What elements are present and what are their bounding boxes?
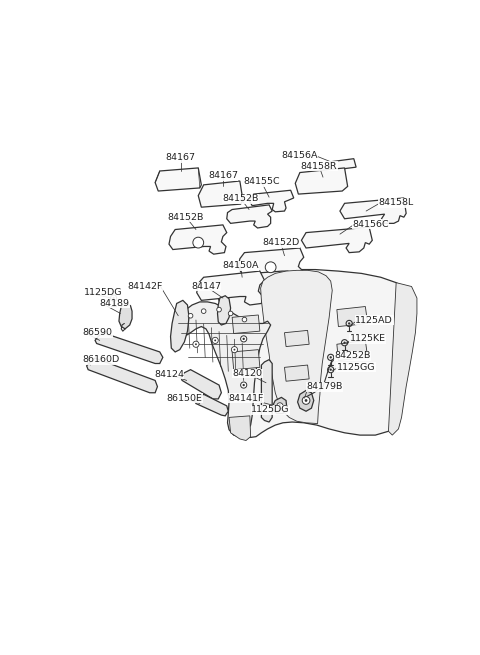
Text: 84142F: 84142F <box>128 282 163 291</box>
Text: 86160D: 86160D <box>83 355 120 364</box>
Circle shape <box>305 399 308 402</box>
Polygon shape <box>180 369 221 399</box>
Circle shape <box>348 322 350 325</box>
Circle shape <box>217 307 221 312</box>
Text: 84158L: 84158L <box>378 198 414 207</box>
Text: 1125GG: 1125GG <box>337 363 375 372</box>
Polygon shape <box>273 398 287 413</box>
Text: 1125DG: 1125DG <box>252 405 290 414</box>
Polygon shape <box>198 181 243 207</box>
Polygon shape <box>95 333 163 364</box>
Polygon shape <box>238 248 304 279</box>
Text: 84189: 84189 <box>100 299 130 308</box>
Text: 1125KE: 1125KE <box>350 334 386 343</box>
Text: 84156A: 84156A <box>281 151 318 160</box>
Circle shape <box>242 338 245 340</box>
Text: 84167: 84167 <box>208 171 238 180</box>
Circle shape <box>265 262 276 272</box>
Polygon shape <box>215 270 415 438</box>
Polygon shape <box>301 227 372 253</box>
Circle shape <box>231 346 238 353</box>
Circle shape <box>195 343 197 345</box>
Circle shape <box>201 309 206 314</box>
Text: 84167: 84167 <box>166 153 195 162</box>
Polygon shape <box>217 296 230 325</box>
Polygon shape <box>295 168 348 194</box>
Polygon shape <box>169 225 227 254</box>
Text: 84158R: 84158R <box>301 162 337 171</box>
Text: 84152B: 84152B <box>222 195 259 203</box>
Text: 84156C: 84156C <box>352 219 389 229</box>
Circle shape <box>343 341 346 344</box>
Circle shape <box>193 237 204 248</box>
Text: 1125DG: 1125DG <box>84 288 123 297</box>
Polygon shape <box>285 365 309 381</box>
Polygon shape <box>232 315 260 333</box>
Circle shape <box>214 339 216 341</box>
Circle shape <box>240 336 247 342</box>
Text: 84152B: 84152B <box>168 213 204 221</box>
Circle shape <box>242 384 245 386</box>
Text: 84252B: 84252B <box>335 351 371 360</box>
Circle shape <box>212 337 218 343</box>
Circle shape <box>330 369 332 371</box>
Polygon shape <box>388 283 417 435</box>
Text: 84179B: 84179B <box>306 382 342 391</box>
Polygon shape <box>119 303 132 329</box>
Polygon shape <box>197 271 264 305</box>
Text: 86590: 86590 <box>83 328 113 337</box>
Circle shape <box>193 341 199 347</box>
Circle shape <box>112 297 115 299</box>
Text: 84150A: 84150A <box>222 261 259 271</box>
Text: 84141F: 84141F <box>228 394 264 403</box>
Polygon shape <box>340 198 406 223</box>
Circle shape <box>279 405 281 407</box>
Polygon shape <box>329 159 356 170</box>
Circle shape <box>302 397 310 404</box>
Circle shape <box>240 382 247 388</box>
Polygon shape <box>261 271 332 424</box>
Polygon shape <box>86 358 157 393</box>
Text: 86150E: 86150E <box>167 394 203 403</box>
Text: 84120: 84120 <box>232 369 263 378</box>
Text: 84155C: 84155C <box>243 178 280 186</box>
Polygon shape <box>337 307 368 327</box>
Text: 84147: 84147 <box>191 282 221 291</box>
Circle shape <box>242 317 247 322</box>
Polygon shape <box>249 190 294 212</box>
Text: 1125AD: 1125AD <box>355 316 393 325</box>
Circle shape <box>228 311 233 316</box>
Circle shape <box>234 348 235 350</box>
Polygon shape <box>232 350 260 369</box>
Text: 84124: 84124 <box>154 370 184 379</box>
Polygon shape <box>170 301 189 352</box>
Circle shape <box>330 356 332 358</box>
Polygon shape <box>229 416 251 441</box>
Polygon shape <box>155 168 201 191</box>
Circle shape <box>277 403 283 409</box>
Polygon shape <box>194 394 228 416</box>
Polygon shape <box>337 341 368 360</box>
Polygon shape <box>285 330 309 346</box>
Polygon shape <box>262 360 272 422</box>
Text: 84152D: 84152D <box>262 238 299 247</box>
Polygon shape <box>298 390 314 411</box>
Polygon shape <box>227 205 272 228</box>
Circle shape <box>188 314 193 318</box>
Polygon shape <box>173 302 271 437</box>
